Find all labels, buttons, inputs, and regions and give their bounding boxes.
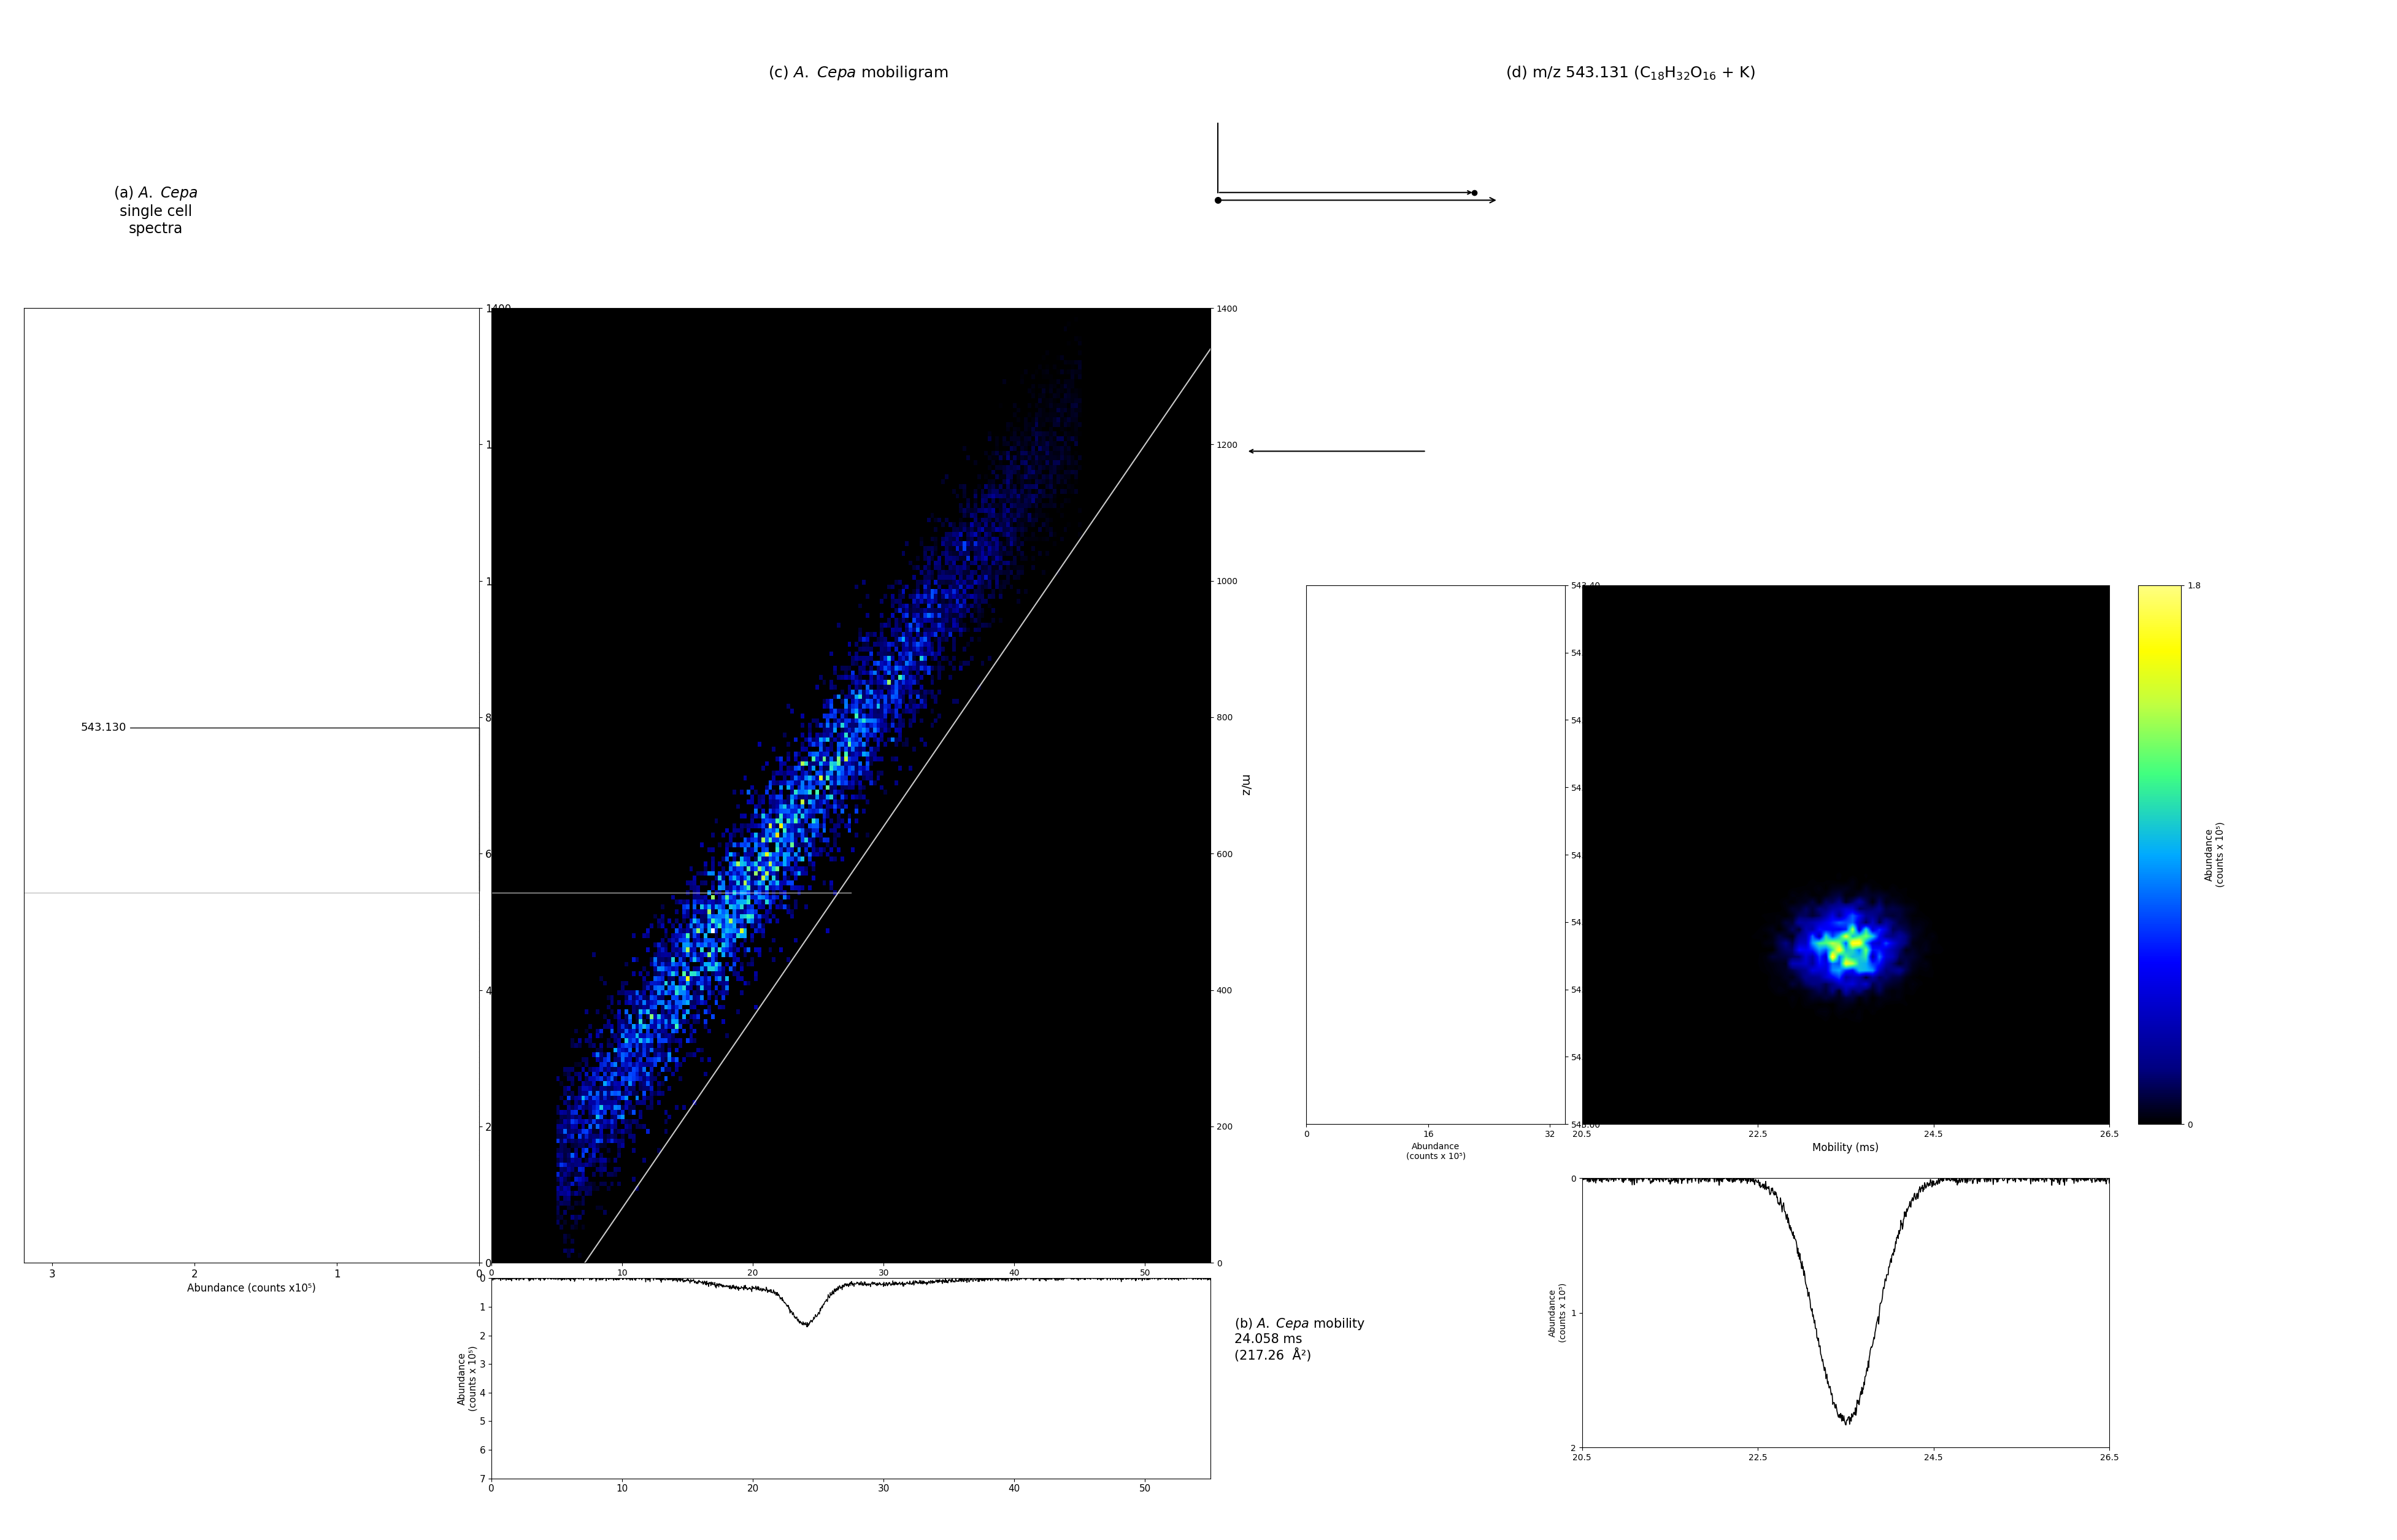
Y-axis label: Abundance
(counts x 10⁵): Abundance (counts x 10⁵) [1548, 1283, 1568, 1343]
X-axis label: Mobility (ms): Mobility (ms) [813, 1281, 889, 1292]
Text: (d) m/z 543.131 (C$_{18}$H$_{32}$O$_{16}$ + K): (d) m/z 543.131 (C$_{18}$H$_{32}$O$_{16}… [1505, 65, 1755, 82]
Text: (b) $A.\ Cepa$ mobility
24.058 ms
(217.26  Å²): (b) $A.\ Cepa$ mobility 24.058 ms (217.2… [1234, 1317, 1366, 1361]
X-axis label: Abundance (counts x10⁵): Abundance (counts x10⁵) [187, 1283, 316, 1294]
Text: (a) $A.\ Cepa$
single cell
spectra: (a) $A.\ Cepa$ single cell spectra [113, 185, 199, 236]
Y-axis label: Abundance
(counts x 10⁵): Abundance (counts x 10⁵) [2205, 822, 2224, 887]
X-axis label: Abundance
(counts x 10⁵): Abundance (counts x 10⁵) [1407, 1143, 1465, 1161]
Text: (c) $A.\ Cepa$ mobiligram: (c) $A.\ Cepa$ mobiligram [767, 65, 949, 82]
Y-axis label: m/z: m/z [1606, 845, 1618, 864]
X-axis label: Mobility (ms): Mobility (ms) [1812, 1143, 1879, 1153]
Y-axis label: m/z: m/z [1239, 775, 1251, 796]
Text: 543.130: 543.130 [81, 722, 479, 890]
Y-axis label: Abundance
(counts x 10⁵): Abundance (counts x 10⁵) [458, 1346, 477, 1411]
